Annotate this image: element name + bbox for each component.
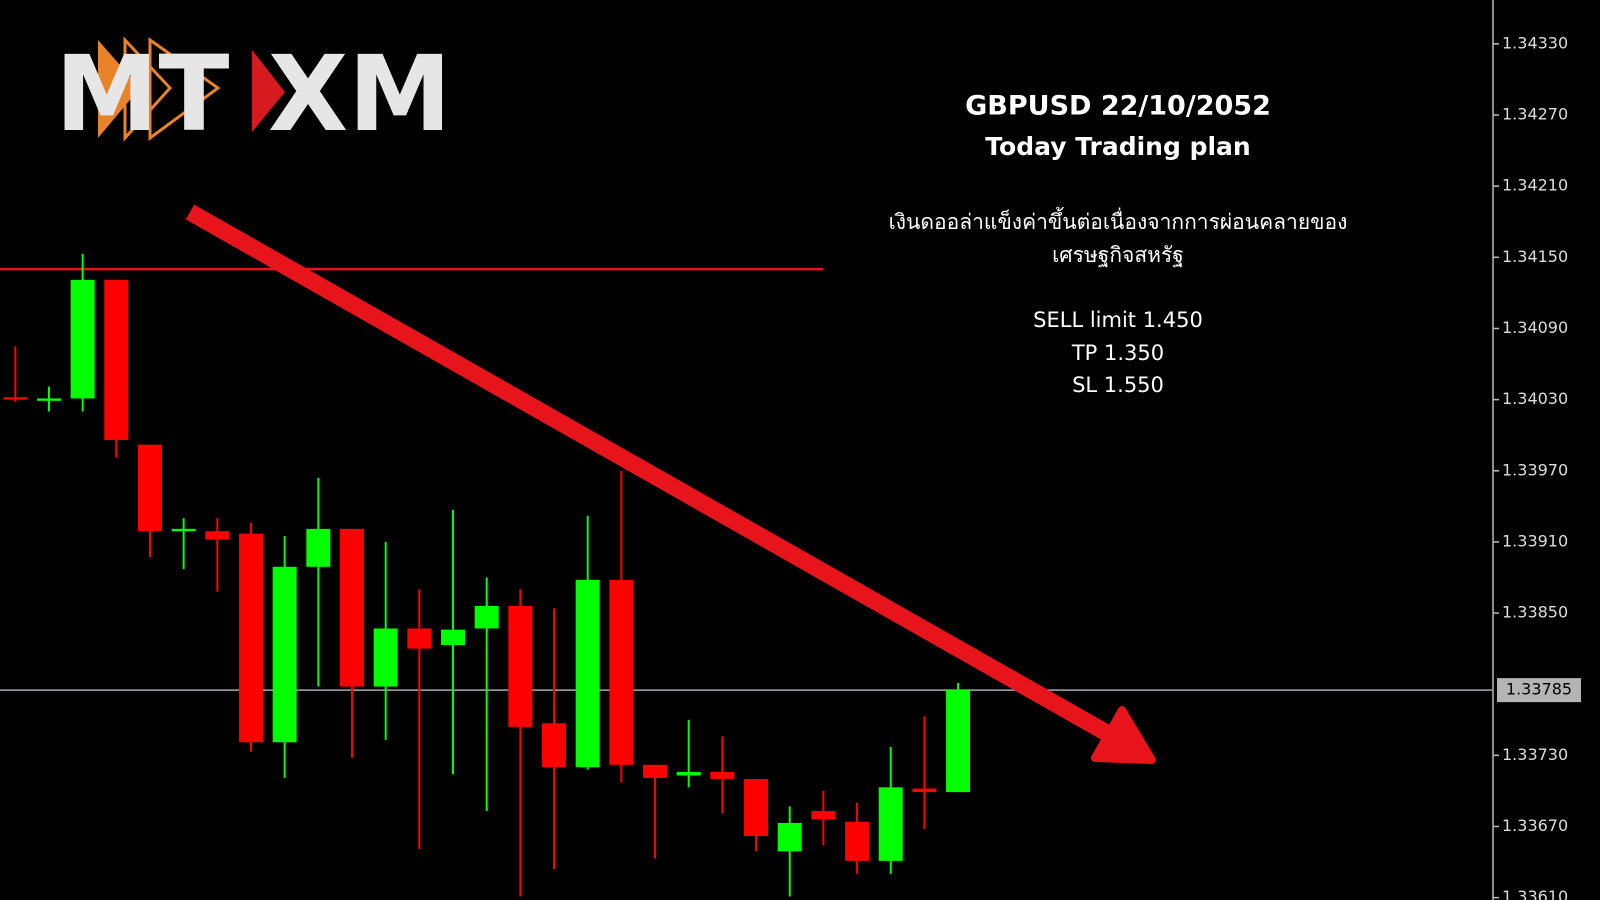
logo-chevron <box>148 37 221 141</box>
y-tick-label: 1.34210 <box>1502 176 1568 195</box>
y-tick-label: 1.33730 <box>1502 745 1568 764</box>
candle-body <box>609 579 634 765</box>
annotation: เงินดออล่าแข็งค่าขึ้นต่อเนื่องจากการผ่อน… <box>889 207 1348 234</box>
y-tick-label: 1.34090 <box>1502 318 1568 337</box>
logo-triangle <box>252 50 285 132</box>
y-tick-label: 1.33610 <box>1502 887 1568 900</box>
chart-subtitle: Today Trading plan <box>985 132 1250 161</box>
plot-area: 1.34330 1.34270 1.34210 1.34150 1.34090 1.340… <box>0 33 1581 900</box>
candle-body <box>373 628 398 687</box>
logo: MT XM <box>55 33 452 155</box>
y-tick-label: 1.34330 <box>1502 33 1568 52</box>
candle-body <box>777 822 802 852</box>
price-label-box <box>1497 678 1581 703</box>
logo-xm: XM <box>268 33 452 155</box>
annotation: SL 1.550 <box>1072 373 1164 397</box>
candle-body <box>407 628 432 649</box>
candle-body <box>508 605 533 727</box>
trend-arrow <box>185 204 1156 764</box>
candle-body <box>744 779 769 836</box>
y-tick-label: 1.34030 <box>1502 389 1568 408</box>
candle-body <box>340 528 364 687</box>
logo-chevron <box>123 36 173 142</box>
candle-body <box>474 605 499 629</box>
annotation: SELL limit 1.450 <box>1033 308 1203 332</box>
candle-body <box>878 787 903 861</box>
y-tick-label: 1.34150 <box>1502 247 1568 266</box>
candle-body <box>171 528 196 532</box>
candle-body <box>441 629 466 646</box>
candle-body <box>272 566 297 743</box>
candle-body <box>36 398 61 401</box>
y-tick-label: 1.33910 <box>1502 531 1568 550</box>
candle-body <box>137 444 162 532</box>
candle-body <box>710 771 735 780</box>
logo-mt: MT <box>55 33 229 155</box>
candle-body <box>104 279 129 440</box>
y-tick-label: 1.33970 <box>1502 460 1568 479</box>
annotation: TP 1.350 <box>1071 341 1164 365</box>
candle-body <box>205 531 230 540</box>
candle-body <box>912 788 937 793</box>
logo-chevron <box>98 40 140 138</box>
candle-body <box>845 821 870 861</box>
candle-body <box>3 397 28 400</box>
chart-title: GBPUSD 22/10/2052 <box>965 91 1271 122</box>
price-label: 1.33785 <box>1506 680 1572 699</box>
candle-body <box>70 279 95 399</box>
arrow-head <box>1091 706 1156 764</box>
y-tick-label: 1.33670 <box>1502 816 1568 835</box>
candle-body <box>306 528 331 567</box>
arrow-shaft <box>185 204 1117 744</box>
candle-body <box>542 723 567 768</box>
candle-body <box>643 764 668 778</box>
candle-body <box>676 771 701 776</box>
candle-body <box>238 533 263 743</box>
y-tick-label: 1.34270 <box>1502 105 1568 124</box>
y-tick-label: 1.33850 <box>1502 603 1568 622</box>
candle-body <box>575 579 600 768</box>
annotation: เศรษฐกิจสหรัฐ <box>1052 243 1184 267</box>
candle-body <box>811 811 836 820</box>
candle-body <box>946 690 971 793</box>
